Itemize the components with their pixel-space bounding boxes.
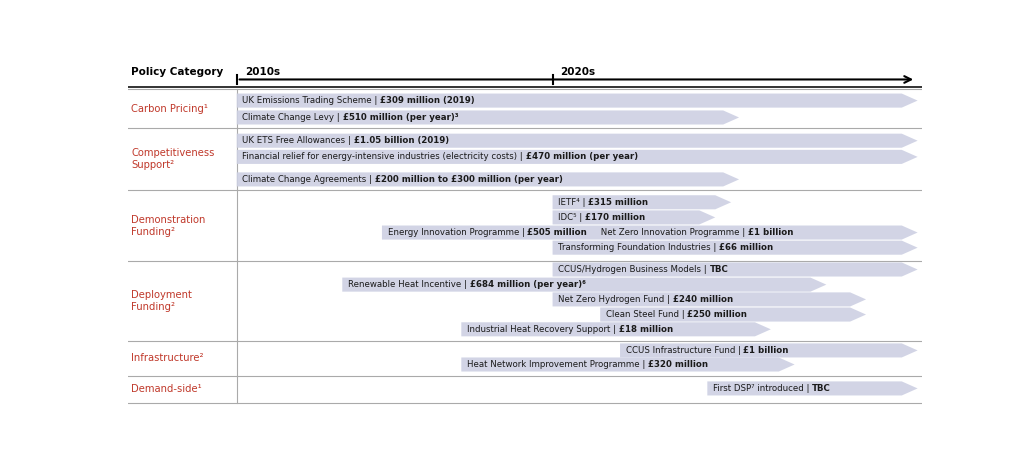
- Polygon shape: [237, 111, 739, 124]
- Text: IETF⁴ |: IETF⁴ |: [558, 198, 589, 207]
- Text: TBC: TBC: [710, 265, 728, 274]
- Polygon shape: [553, 210, 715, 224]
- Text: Net Zero Innovation Programme |: Net Zero Innovation Programme |: [587, 228, 749, 237]
- Text: UK ETS Free Allowances |: UK ETS Free Allowances |: [243, 136, 354, 145]
- Text: Transforming Foundation Industries |: Transforming Foundation Industries |: [558, 243, 719, 252]
- Polygon shape: [553, 241, 918, 255]
- Text: Net Zero Hydrogen Fund |: Net Zero Hydrogen Fund |: [558, 295, 673, 304]
- Text: Heat Network Improvement Programme |: Heat Network Improvement Programme |: [467, 360, 648, 369]
- Text: £315 million: £315 million: [589, 198, 648, 207]
- Text: 2010s: 2010s: [245, 68, 280, 77]
- Polygon shape: [237, 172, 739, 186]
- Text: Climate Change Agreements |: Climate Change Agreements |: [243, 175, 375, 184]
- Text: Infrastructure²: Infrastructure²: [131, 353, 204, 363]
- Text: Deployment
Funding²: Deployment Funding²: [131, 290, 193, 312]
- Text: £1.05 billion (2019): £1.05 billion (2019): [354, 136, 450, 145]
- Polygon shape: [620, 343, 918, 357]
- Text: £250 million: £250 million: [687, 310, 748, 319]
- Text: £66 million: £66 million: [719, 243, 773, 252]
- Text: Industrial Heat Recovery Support |: Industrial Heat Recovery Support |: [467, 325, 618, 334]
- Polygon shape: [708, 382, 918, 395]
- Text: Financial relief for energy-intensive industries (electricity costs) |: Financial relief for energy-intensive in…: [243, 152, 525, 161]
- Text: Renewable Heat Incentive |: Renewable Heat Incentive |: [348, 280, 470, 289]
- Polygon shape: [553, 262, 918, 276]
- Polygon shape: [553, 292, 866, 307]
- Text: £240 million: £240 million: [673, 295, 733, 304]
- Text: £200 million to £300 million (per year): £200 million to £300 million (per year): [375, 175, 563, 184]
- Text: First DSP⁷ introduced |: First DSP⁷ introduced |: [713, 384, 812, 393]
- Text: Competitiveness
Support²: Competitiveness Support²: [131, 148, 215, 170]
- Polygon shape: [237, 133, 918, 148]
- Text: CCUS Infrastructure Fund |: CCUS Infrastructure Fund |: [626, 346, 743, 355]
- Polygon shape: [342, 277, 826, 292]
- Text: £505 million: £505 million: [527, 228, 587, 237]
- Text: Climate Change Levy |: Climate Change Levy |: [243, 113, 343, 122]
- Text: TBC: TBC: [812, 384, 830, 393]
- Text: £309 million (2019): £309 million (2019): [380, 96, 475, 105]
- Polygon shape: [237, 150, 918, 164]
- Text: £170 million: £170 million: [585, 213, 645, 222]
- Text: Demand-side¹: Demand-side¹: [131, 384, 202, 394]
- Polygon shape: [237, 94, 918, 107]
- Text: £320 million: £320 million: [648, 360, 708, 369]
- Text: Energy Innovation Programme |: Energy Innovation Programme |: [387, 228, 527, 237]
- Text: CCUS/Hydrogen Business Models |: CCUS/Hydrogen Business Models |: [558, 265, 710, 274]
- Text: 2020s: 2020s: [560, 68, 596, 77]
- Polygon shape: [461, 322, 771, 336]
- Polygon shape: [553, 195, 731, 209]
- Text: £1 billion: £1 billion: [749, 228, 794, 237]
- Polygon shape: [382, 225, 918, 239]
- Text: Demonstration
Funding²: Demonstration Funding²: [131, 215, 206, 237]
- Text: £18 million: £18 million: [618, 325, 673, 334]
- Text: £684 million (per year)⁶: £684 million (per year)⁶: [470, 280, 586, 289]
- Text: £1 billion: £1 billion: [743, 346, 788, 355]
- Text: IDC⁵ |: IDC⁵ |: [558, 213, 585, 222]
- Polygon shape: [600, 308, 866, 322]
- Text: UK Emissions Trading Scheme |: UK Emissions Trading Scheme |: [243, 96, 380, 105]
- Text: £510 million (per year)³: £510 million (per year)³: [343, 113, 459, 122]
- Text: Policy Category: Policy Category: [131, 68, 223, 77]
- Text: Carbon Pricing¹: Carbon Pricing¹: [131, 103, 208, 113]
- Text: £470 million (per year): £470 million (per year): [525, 152, 638, 161]
- Text: Clean Steel Fund |: Clean Steel Fund |: [606, 310, 687, 319]
- Polygon shape: [461, 357, 795, 372]
